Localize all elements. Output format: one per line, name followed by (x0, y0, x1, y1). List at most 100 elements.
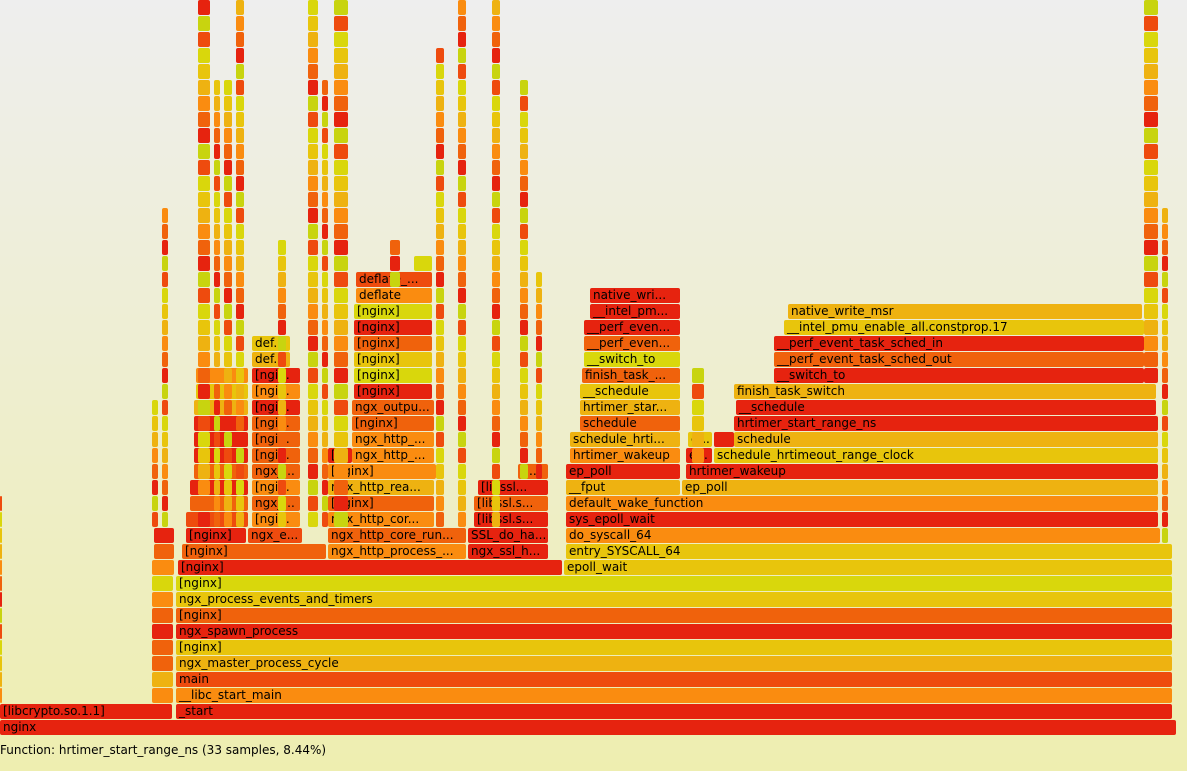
flame-frame[interactable] (236, 160, 244, 175)
flame-frame[interactable] (308, 272, 318, 287)
flame-frame[interactable] (458, 368, 466, 383)
flame-frame[interactable] (198, 32, 210, 47)
flame-frame[interactable] (308, 320, 318, 335)
flame-frame[interactable]: __perf_event_task_sched_out (774, 352, 1144, 367)
flame-frame[interactable] (198, 96, 210, 111)
flame-frame[interactable]: native_write_msr (788, 304, 1142, 319)
flame-frame[interactable] (1162, 400, 1168, 415)
flame-frame[interactable] (322, 128, 328, 143)
flame-frame[interactable] (308, 432, 318, 447)
flame-frame[interactable]: __libc_start_main (176, 688, 1172, 703)
flame-frame[interactable] (436, 192, 444, 207)
flame-frame[interactable] (436, 80, 444, 95)
flame-frame[interactable] (152, 400, 158, 415)
flame-frame[interactable] (1162, 352, 1168, 367)
flame-frame[interactable] (198, 48, 210, 63)
flame-frame[interactable] (1144, 240, 1158, 255)
flame-frame[interactable]: hrtimer_wakeup (570, 448, 680, 463)
flame-frame[interactable] (162, 352, 168, 367)
flame-frame[interactable] (198, 352, 210, 367)
flame-frame[interactable] (162, 384, 168, 399)
flame-frame[interactable] (492, 224, 500, 239)
flame-frame[interactable] (334, 480, 348, 495)
flame-frame[interactable] (0, 576, 2, 591)
flame-frame[interactable] (278, 272, 286, 287)
flame-frame[interactable] (0, 544, 2, 559)
flame-frame[interactable] (162, 416, 168, 431)
flame-frame[interactable] (436, 144, 444, 159)
flame-frame[interactable]: [nginx] (176, 608, 1172, 623)
flame-frame[interactable] (322, 304, 328, 319)
flame-frame[interactable] (520, 144, 528, 159)
flame-frame[interactable] (278, 448, 286, 463)
flame-frame[interactable] (278, 464, 286, 479)
flame-frame[interactable]: hrtimer_start_range_ns (734, 416, 1158, 431)
flame-frame[interactable] (308, 96, 318, 111)
flame-frame[interactable] (308, 304, 318, 319)
flame-frame[interactable] (492, 464, 500, 479)
flame-frame[interactable] (236, 368, 244, 383)
flame-frame[interactable]: ngx_... (252, 464, 300, 479)
flame-frame[interactable] (322, 512, 328, 527)
flame-frame[interactable] (152, 608, 173, 623)
flame-frame[interactable] (692, 416, 704, 431)
flame-frame[interactable] (278, 480, 286, 495)
flame-frame[interactable] (458, 224, 466, 239)
flame-frame[interactable] (436, 384, 444, 399)
flame-frame[interactable] (1144, 352, 1158, 367)
flame-frame[interactable]: ngx_process_events_and_timers (176, 592, 1172, 607)
flame-frame[interactable]: ep_poll (566, 464, 680, 479)
flame-frame[interactable] (236, 272, 244, 287)
flame-frame[interactable]: ngx_... (252, 496, 300, 511)
flame-frame[interactable] (1162, 256, 1168, 271)
flame-frame[interactable] (492, 448, 500, 463)
flame-frame[interactable] (436, 208, 444, 223)
flame-frame[interactable] (436, 336, 444, 351)
flame-frame[interactable] (214, 448, 220, 463)
flame-frame[interactable] (308, 64, 318, 79)
flame-frame[interactable] (1162, 464, 1168, 479)
flame-frame[interactable] (236, 240, 244, 255)
flame-frame[interactable] (436, 48, 444, 63)
flame-frame[interactable] (308, 416, 318, 431)
flame-frame[interactable] (308, 144, 318, 159)
flame-frame[interactable]: [nginx] (176, 640, 1172, 655)
flame-frame[interactable] (162, 272, 168, 287)
flame-frame[interactable] (436, 288, 444, 303)
flame-frame[interactable] (308, 48, 318, 63)
flame-frame[interactable] (236, 32, 244, 47)
flame-frame[interactable] (492, 384, 500, 399)
flame-frame[interactable]: [libssl.s... (474, 496, 548, 511)
flame-frame[interactable] (520, 400, 528, 415)
flame-frame[interactable]: schedule_hrtimeout_range_clock (714, 448, 1158, 463)
flame-frame[interactable] (214, 352, 220, 367)
flame-frame[interactable]: __intel_pmu_enable_all.constprop.17 (784, 320, 1144, 335)
flame-frame[interactable]: ngx_http_cor... (328, 512, 434, 527)
flame-frame[interactable] (334, 16, 348, 31)
flame-frame[interactable]: ngx_spawn_process (176, 624, 1172, 639)
flame-frame[interactable] (236, 256, 244, 271)
flame-frame[interactable] (224, 272, 232, 287)
flame-frame[interactable] (224, 144, 232, 159)
flame-frame[interactable] (198, 432, 210, 447)
flame-frame[interactable] (492, 432, 500, 447)
flame-frame[interactable] (1162, 432, 1168, 447)
flame-frame[interactable] (162, 368, 168, 383)
flame-frame[interactable] (1144, 288, 1158, 303)
flame-frame[interactable] (1144, 80, 1158, 95)
flame-frame[interactable] (458, 160, 466, 175)
flame-frame[interactable] (308, 384, 318, 399)
flame-frame[interactable] (198, 368, 210, 383)
flame-frame[interactable] (236, 384, 244, 399)
flame-frame[interactable] (162, 400, 168, 415)
flame-frame[interactable] (458, 496, 466, 511)
flame-frame[interactable] (162, 288, 168, 303)
flame-frame[interactable] (224, 512, 232, 527)
flame-frame[interactable] (692, 448, 704, 463)
flame-frame[interactable] (152, 432, 158, 447)
flame-frame[interactable] (198, 464, 210, 479)
flame-frame[interactable] (224, 480, 232, 495)
flame-frame[interactable] (520, 304, 528, 319)
flame-frame[interactable] (224, 416, 232, 431)
flame-frame[interactable]: ngx_outpu... (352, 400, 434, 415)
